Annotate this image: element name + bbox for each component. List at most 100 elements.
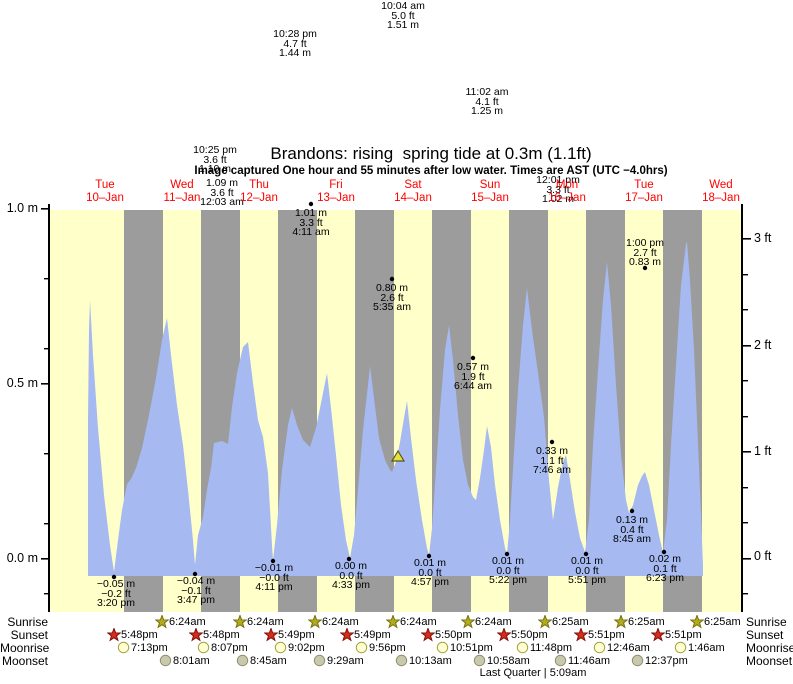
tide-annotation-line: 2.6 ft [380,291,404,304]
sunrise-time: 6:25am [704,616,741,628]
left-axis-minor-tick [44,278,49,280]
tide-extreme-dot [389,276,395,282]
sunrise-time: 6:25am [628,616,665,628]
sunset-star-icon [420,626,436,647]
day-date: 13–Jan [317,191,355,204]
tide-annotation-line: 3:20 pm [97,597,135,610]
moonset-circle-icon [473,654,486,672]
right-axis-minor-tick [743,522,748,524]
tide-extreme-dot [346,556,352,562]
tide-annotation: 1:00 pm 2.7 ft 0.83 m [600,237,690,269]
tide-annotation-line: 6:23 pm [646,572,684,585]
sunset-star-icon [106,626,122,647]
right-axis-minor-tick [743,416,748,418]
moonrise-time: 9:02pm [288,642,325,654]
sunrise-star-icon [307,613,323,634]
right-axis-minor-tick [743,274,748,276]
tide-annotation-line: 0.0 ft [496,564,520,577]
tide-annotation: 0.01 m 0.0 ft 5:22 pm [463,556,553,586]
y-axis-right-label: 1 ft [754,444,772,458]
tide-annotation-line: 1.10 m [198,163,232,176]
tide-annotation: 0.80 m 2.6 ft 5:35 am [347,283,437,313]
tide-annotation: 0.01 m 0.0 ft 4:57 pm [385,557,475,588]
day-label: Tue 17–Jan [609,179,679,204]
tide-annotation: 0.01 m 0.0 ft 5:51 pm [542,556,632,586]
day-date: 18–Jan [702,191,740,204]
tide-annotation-line: 0.1 ft [653,562,677,575]
day-label: Wed 11–Jan [147,179,217,204]
sunset-time: 5:51pm [588,629,625,641]
sunrise-star-icon [537,613,553,634]
chart-title: Brandons: rising spring tide at 0.3m (1.… [270,144,592,163]
tide-annotation-line: 3.6 ft [203,153,227,166]
tide-annotation-line: −0.0 ft [259,571,289,584]
moonset-circle-icon [236,654,249,672]
sunrise-star-icon [613,613,629,634]
day-label: Mon 16–Jan [532,179,602,204]
tide-annotation-line: 8:45 am [613,533,651,546]
sunrise-time: 6:24am [247,616,284,628]
right-axis-major-tick [743,238,751,240]
tide-annotation-line: 1.02 m [541,193,575,206]
astro-row-label-right: Moonset [746,654,793,668]
day-band [49,210,124,612]
moonset-time: 8:01am [173,655,210,667]
tide-annotation-line: 1:00 pm [626,237,664,249]
tide-annotation-line: 0.83 m [628,256,662,269]
sunrise-time: 6:24am [169,616,206,628]
tide-annotation-line: 4.1 ft [475,95,499,108]
day-date: 17–Jan [625,191,663,204]
day-date: 11–Jan [163,191,201,204]
tide-annotation-line: 12:03 am [200,196,244,209]
tide-annotation: 0.00 m 0.0 ft 4:33 pm [306,560,396,591]
right-axis-minor-tick [743,309,748,311]
right-axis-major-tick [743,451,751,453]
sunrise-time: 6:24am [400,616,437,628]
sunset-time: 5:49pm [354,629,391,641]
right-axis-minor-tick [743,593,748,595]
tide-annotation-line: 0.01 m [413,557,447,569]
right-axis-line [741,204,743,612]
sunrise-star-icon [232,613,248,634]
day-name: Tue [634,179,654,191]
sunset-star-icon [650,626,666,647]
tide-annotation-line: −0.1 ft [181,584,211,597]
y-axis-left-label: 0.5 m [6,376,38,390]
moonset-circle-icon [159,654,172,672]
tide-annotation-line: 0.13 m [615,514,649,526]
moonrise-time: 8:07pm [211,642,248,654]
astro-row-label-right: Sunset [746,628,784,642]
tide-extreme-dot [426,553,432,559]
tide-annotation-line: 1.9 ft [461,370,485,383]
tide-annotation: 0.33 m 1.1 ft 7:46 am [507,446,597,476]
moonset-time: 12:37pm [645,655,688,667]
y-axis-left-label: 0.0 m [6,551,38,565]
sunrise-star-icon [154,613,170,634]
y-axis-right-label: 2 ft [754,338,772,352]
tide-extreme-dot [192,571,198,577]
tide-annotation-line: 0.57 m [456,361,490,373]
tide-annotation: 11:02 am 4.1 ft 1.25 m [442,87,532,117]
day-name: Fri [329,179,343,191]
moonrise-circle-icon [355,641,368,659]
day-name: Thu [249,179,269,191]
tide-annotation-line: 4:11 am [292,226,330,239]
astro-row-label-right: Sunrise [746,615,787,629]
tide-extreme-dot [270,558,276,564]
current-time-marker [390,449,406,462]
tide-annotation-line: 0.0 ft [418,566,442,579]
tide-annotation-line: 2.7 ft [633,246,657,259]
tide-annotation-line: −0.04 m [176,575,216,587]
day-band [702,210,742,612]
sunset-time: 5:48pm [121,629,158,641]
moonset-time: 11:46am [568,655,610,667]
tide-curve-area [88,242,703,576]
day-label: Sun 15–Jan [455,179,525,204]
day-label: Wed 18–Jan [686,179,756,204]
right-axis-major-tick [743,558,751,560]
moonset-time: 8:45am [250,655,287,667]
tide-annotation-line: 0.02 m [648,553,682,565]
moonrise-time: 11:48pm [530,642,572,654]
tide-annotation-line: 0.00 m [334,560,368,572]
